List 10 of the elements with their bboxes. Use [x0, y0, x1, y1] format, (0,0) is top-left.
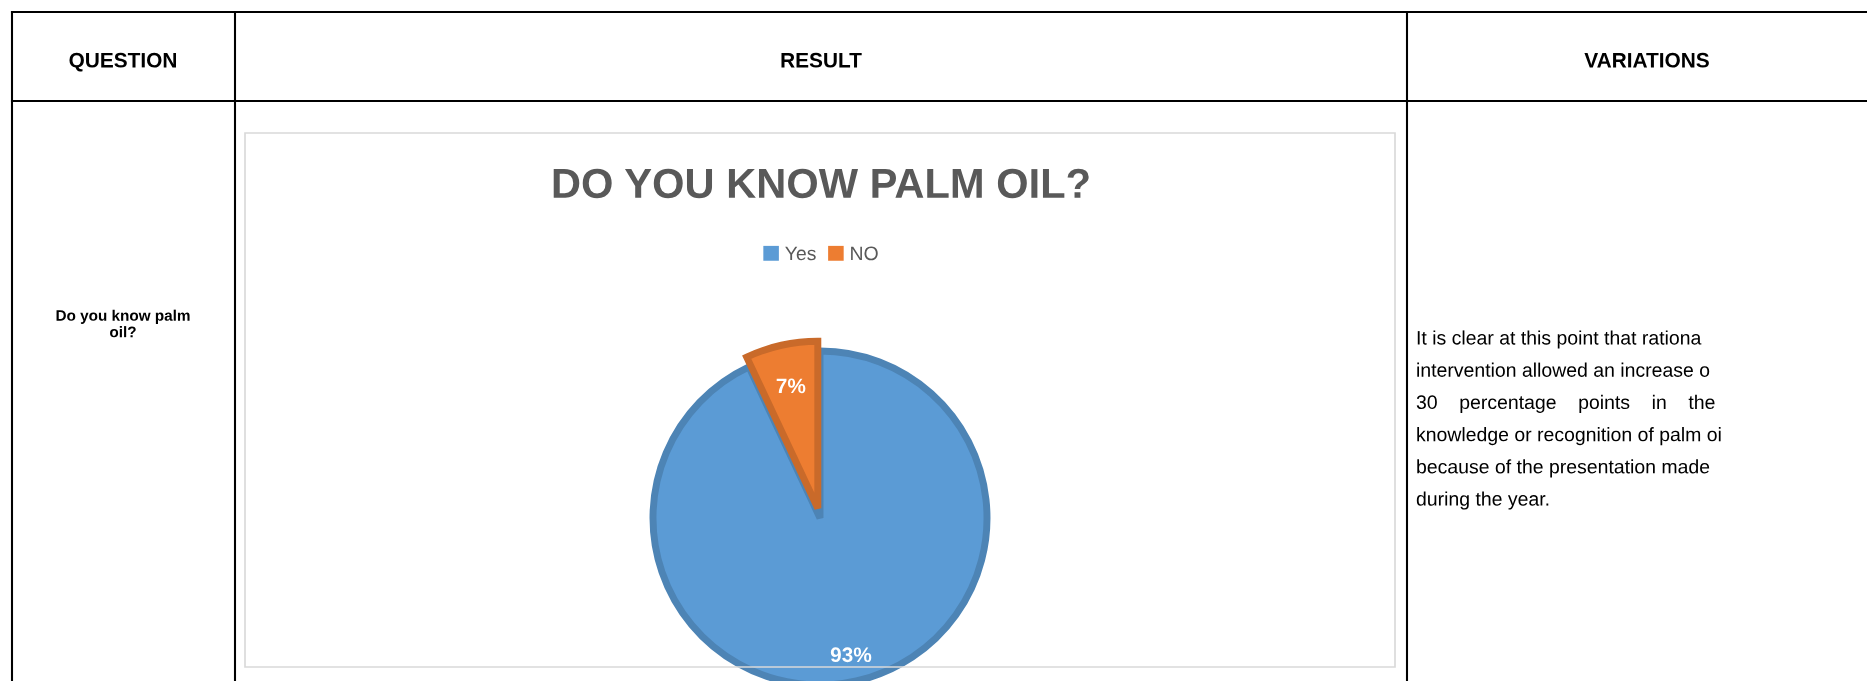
text: RESULT	[781, 52, 862, 68]
legend-label: NO	[851, 246, 878, 261]
text: VARIATIONS	[1584, 52, 1709, 68]
legend-label: Yes	[785, 246, 816, 261]
data-label: 93%	[830, 647, 872, 663]
chart-title: DO YOU KNOW PALM OIL?	[553, 168, 1089, 199]
text: Do you know palm oil?	[56, 309, 190, 338]
text: QUESTION	[69, 52, 176, 72]
data-label: 7%	[776, 378, 806, 394]
text: It is clear at this point that rationa intervention allowed an increase o 30 percentage points in the knowledge or recognition of palm oi because of the presentation made during the year.	[1416, 330, 1721, 510]
